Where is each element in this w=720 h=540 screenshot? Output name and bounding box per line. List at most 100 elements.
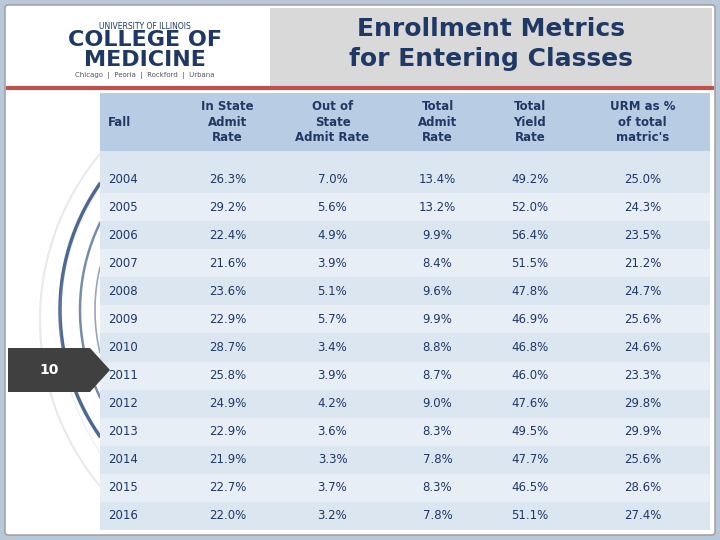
FancyBboxPatch shape xyxy=(5,5,715,535)
FancyBboxPatch shape xyxy=(100,362,710,390)
Text: 21.9%: 21.9% xyxy=(209,453,246,467)
Text: 3.7%: 3.7% xyxy=(318,481,347,495)
Text: 49.5%: 49.5% xyxy=(511,425,549,438)
Text: 2011: 2011 xyxy=(108,369,138,382)
Text: 2008: 2008 xyxy=(108,285,138,298)
Text: Fall: Fall xyxy=(108,116,131,129)
Text: 21.6%: 21.6% xyxy=(209,256,246,270)
Text: 46.9%: 46.9% xyxy=(511,313,549,326)
Text: 8.3%: 8.3% xyxy=(423,481,452,495)
Text: 8.8%: 8.8% xyxy=(423,341,452,354)
FancyBboxPatch shape xyxy=(100,334,710,362)
Text: 22.0%: 22.0% xyxy=(209,509,246,523)
Text: 2004: 2004 xyxy=(108,173,138,186)
Text: 47.6%: 47.6% xyxy=(511,397,549,410)
Text: 26.3%: 26.3% xyxy=(209,173,246,186)
FancyBboxPatch shape xyxy=(100,151,710,165)
Text: 28.6%: 28.6% xyxy=(624,481,661,495)
Text: 49.2%: 49.2% xyxy=(511,173,549,186)
Text: 7.8%: 7.8% xyxy=(423,453,452,467)
Text: 5.1%: 5.1% xyxy=(318,285,347,298)
Text: 25.8%: 25.8% xyxy=(209,369,246,382)
Text: 2013: 2013 xyxy=(108,425,138,438)
Text: 22.7%: 22.7% xyxy=(209,481,246,495)
Text: 25.0%: 25.0% xyxy=(624,173,661,186)
Text: 3.3%: 3.3% xyxy=(318,453,347,467)
Text: 13.4%: 13.4% xyxy=(419,173,456,186)
Text: 29.2%: 29.2% xyxy=(209,201,246,214)
Text: 8.3%: 8.3% xyxy=(423,425,452,438)
Text: 4.9%: 4.9% xyxy=(318,229,348,242)
Text: URM as %
of total
matric's: URM as % of total matric's xyxy=(610,100,675,144)
Text: 47.8%: 47.8% xyxy=(511,285,549,298)
Text: 29.9%: 29.9% xyxy=(624,425,661,438)
Text: Enrollment Metrics
for Entering Classes: Enrollment Metrics for Entering Classes xyxy=(349,17,633,71)
Text: 9.9%: 9.9% xyxy=(423,313,452,326)
FancyBboxPatch shape xyxy=(100,306,710,334)
Text: 22.9%: 22.9% xyxy=(209,313,246,326)
FancyBboxPatch shape xyxy=(100,418,710,446)
Text: Total
Admit
Rate: Total Admit Rate xyxy=(418,100,457,144)
Text: 9.9%: 9.9% xyxy=(423,229,452,242)
Text: 3.2%: 3.2% xyxy=(318,509,347,523)
FancyBboxPatch shape xyxy=(100,390,710,418)
FancyBboxPatch shape xyxy=(100,165,710,193)
Text: 2009: 2009 xyxy=(108,313,138,326)
Text: 27.4%: 27.4% xyxy=(624,509,661,523)
Text: 56.4%: 56.4% xyxy=(511,229,549,242)
Text: 24.3%: 24.3% xyxy=(624,201,661,214)
Text: 2007: 2007 xyxy=(108,256,138,270)
Text: 5.7%: 5.7% xyxy=(318,313,347,326)
Text: 23.6%: 23.6% xyxy=(209,285,246,298)
Text: 7.8%: 7.8% xyxy=(423,509,452,523)
Text: UNIVERSITY OF ILLINOIS: UNIVERSITY OF ILLINOIS xyxy=(99,22,191,31)
Text: 2005: 2005 xyxy=(108,201,138,214)
Text: 13.2%: 13.2% xyxy=(419,201,456,214)
Text: 24.7%: 24.7% xyxy=(624,285,661,298)
Text: 2010: 2010 xyxy=(108,341,138,354)
Text: Out of
State
Admit Rate: Out of State Admit Rate xyxy=(295,100,369,144)
FancyBboxPatch shape xyxy=(100,502,710,530)
FancyBboxPatch shape xyxy=(100,474,710,502)
FancyBboxPatch shape xyxy=(20,455,38,483)
Text: 46.0%: 46.0% xyxy=(511,369,549,382)
Text: In State
Admit
Rate: In State Admit Rate xyxy=(201,100,254,144)
FancyBboxPatch shape xyxy=(8,8,270,88)
Text: 9.0%: 9.0% xyxy=(423,397,452,410)
Text: Total
Yield
Rate: Total Yield Rate xyxy=(513,100,546,144)
Text: 21.2%: 21.2% xyxy=(624,256,661,270)
Text: 24.9%: 24.9% xyxy=(209,397,246,410)
Text: 3.9%: 3.9% xyxy=(318,256,347,270)
Text: 51.1%: 51.1% xyxy=(511,509,549,523)
Text: 28.7%: 28.7% xyxy=(209,341,246,354)
Text: 24.6%: 24.6% xyxy=(624,341,661,354)
Text: 10: 10 xyxy=(40,363,59,377)
Text: 29.8%: 29.8% xyxy=(624,397,661,410)
Text: 23.3%: 23.3% xyxy=(624,369,661,382)
Polygon shape xyxy=(8,348,110,392)
Text: 46.8%: 46.8% xyxy=(511,341,549,354)
Text: 3.6%: 3.6% xyxy=(318,425,347,438)
Text: 2016: 2016 xyxy=(108,509,138,523)
Text: 2014: 2014 xyxy=(108,453,138,467)
Text: 51.5%: 51.5% xyxy=(511,256,549,270)
FancyBboxPatch shape xyxy=(100,193,710,221)
Text: 3.9%: 3.9% xyxy=(318,369,347,382)
Text: 2006: 2006 xyxy=(108,229,138,242)
Text: 9.6%: 9.6% xyxy=(423,285,452,298)
Text: 25.6%: 25.6% xyxy=(624,453,661,467)
Text: 25.6%: 25.6% xyxy=(624,313,661,326)
Text: 23.5%: 23.5% xyxy=(624,229,661,242)
Text: 4.2%: 4.2% xyxy=(318,397,348,410)
Text: COLLEGE OF
MEDICINE: COLLEGE OF MEDICINE xyxy=(68,30,222,70)
Text: 7.0%: 7.0% xyxy=(318,173,347,186)
Text: 46.5%: 46.5% xyxy=(511,481,549,495)
Text: 8.4%: 8.4% xyxy=(423,256,452,270)
Text: 47.7%: 47.7% xyxy=(511,453,549,467)
FancyBboxPatch shape xyxy=(270,8,712,88)
FancyBboxPatch shape xyxy=(100,93,710,151)
FancyBboxPatch shape xyxy=(100,249,710,278)
Text: 8.7%: 8.7% xyxy=(423,369,452,382)
Text: 22.9%: 22.9% xyxy=(209,425,246,438)
Text: 22.4%: 22.4% xyxy=(209,229,246,242)
